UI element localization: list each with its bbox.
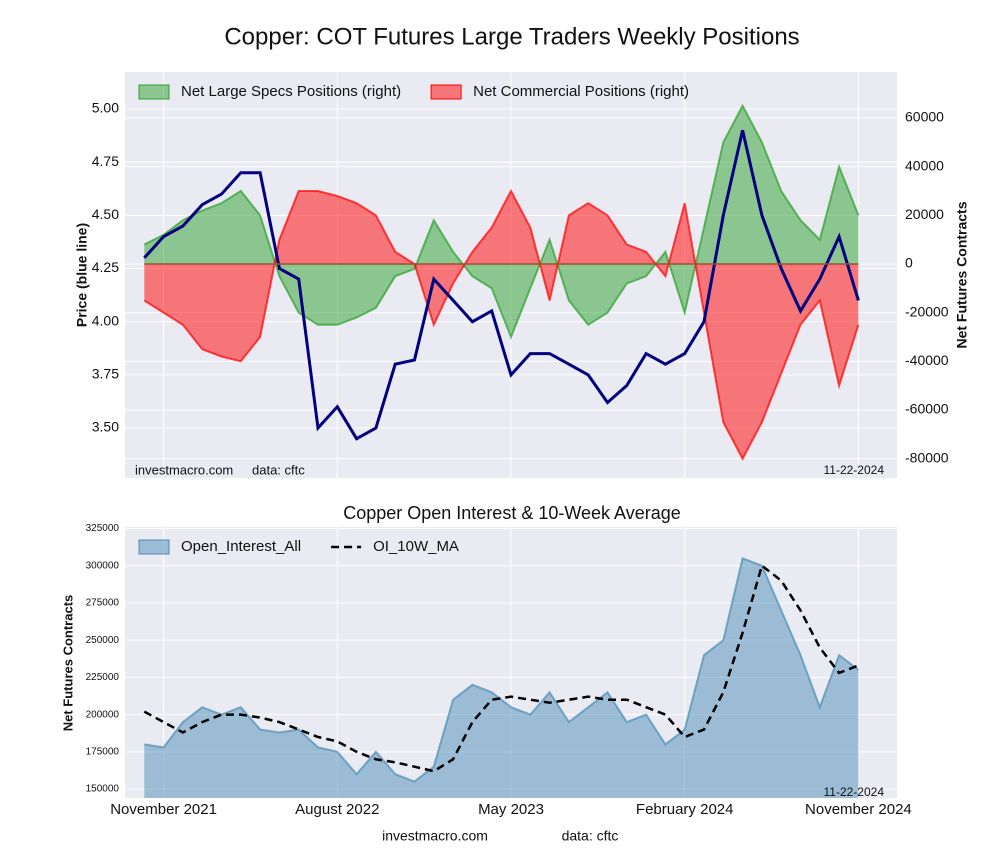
y-tick-label: 250000 (86, 635, 120, 646)
y2-tick-label: 20000 (905, 206, 944, 222)
footer: data: cftc (562, 828, 619, 844)
y2-tick-label: 40000 (905, 157, 944, 173)
legend-label: Open_Interest_All (181, 538, 301, 555)
y-label: Price (blue line) (74, 223, 90, 327)
y2-label: Net Futures Contracts (954, 201, 970, 348)
x-tick-label: August 2022 (295, 801, 379, 818)
legend-swatch (430, 84, 462, 100)
y-tick-label: 4.25 (92, 259, 119, 275)
y-tick-label: 4.00 (92, 312, 119, 328)
y2-tick-label: 0 (905, 255, 913, 271)
y-tick-label: 4.75 (92, 153, 119, 169)
y-tick-label: 275000 (86, 598, 120, 609)
y2-tick-label: -60000 (905, 401, 949, 417)
footer: investmacro.com (382, 828, 488, 844)
y-tick-label: 225000 (86, 672, 120, 683)
y2-tick-label: 60000 (905, 109, 944, 125)
y-tick-label: 4.50 (92, 206, 119, 222)
legend-swatch (138, 539, 170, 555)
area-edge (143, 188, 860, 461)
annotation: 11-22-2024 (824, 463, 885, 477)
y2-tick-label: -20000 (905, 303, 949, 319)
legend-label: Net Commercial Positions (right) (473, 83, 689, 100)
y-label: Net Futures Contracts (60, 595, 75, 732)
x-tick-label: November 2021 (110, 801, 217, 818)
annotation: data: cftc (252, 462, 305, 477)
y2-tick-label: -80000 (905, 449, 949, 465)
legend-label: OI_10W_MA (373, 538, 459, 555)
area (144, 191, 859, 459)
x-tick-label: November 2024 (805, 801, 912, 818)
y-tick-label: 200000 (86, 709, 120, 720)
y-tick-label: 3.75 (92, 366, 119, 382)
y-tick-label: 300000 (86, 560, 120, 571)
y-tick-label: 5.00 (92, 100, 119, 116)
area-edge (144, 556, 860, 783)
y-tick-label: 325000 (86, 523, 120, 534)
plots: 3.50 3.75 4.00 4.25 4.50 4.75 5.00 -80000 -60000… (86, 72, 949, 818)
y-tick-label: 175000 (86, 746, 120, 757)
sub-title: Copper Open Interest & 10-Week Average (343, 503, 681, 523)
y-tick-label: 150000 (86, 784, 120, 795)
main-title: Copper: COT Futures Large Traders Weekly… (224, 23, 799, 50)
y2-tick-label: -40000 (905, 352, 949, 368)
legend-swatch (138, 84, 170, 100)
annotation: 11-22-2024 (824, 785, 885, 799)
area (144, 105, 859, 337)
area-edge (143, 103, 860, 340)
line (143, 129, 860, 441)
y-tick-label: 3.50 (92, 419, 119, 435)
annotation: investmacro.com (135, 462, 233, 477)
x-tick-label: May 2023 (478, 801, 544, 818)
legend-label: Net Large Specs Positions (right) (181, 83, 401, 100)
x-tick-label: February 2024 (636, 801, 734, 818)
area (144, 558, 859, 798)
